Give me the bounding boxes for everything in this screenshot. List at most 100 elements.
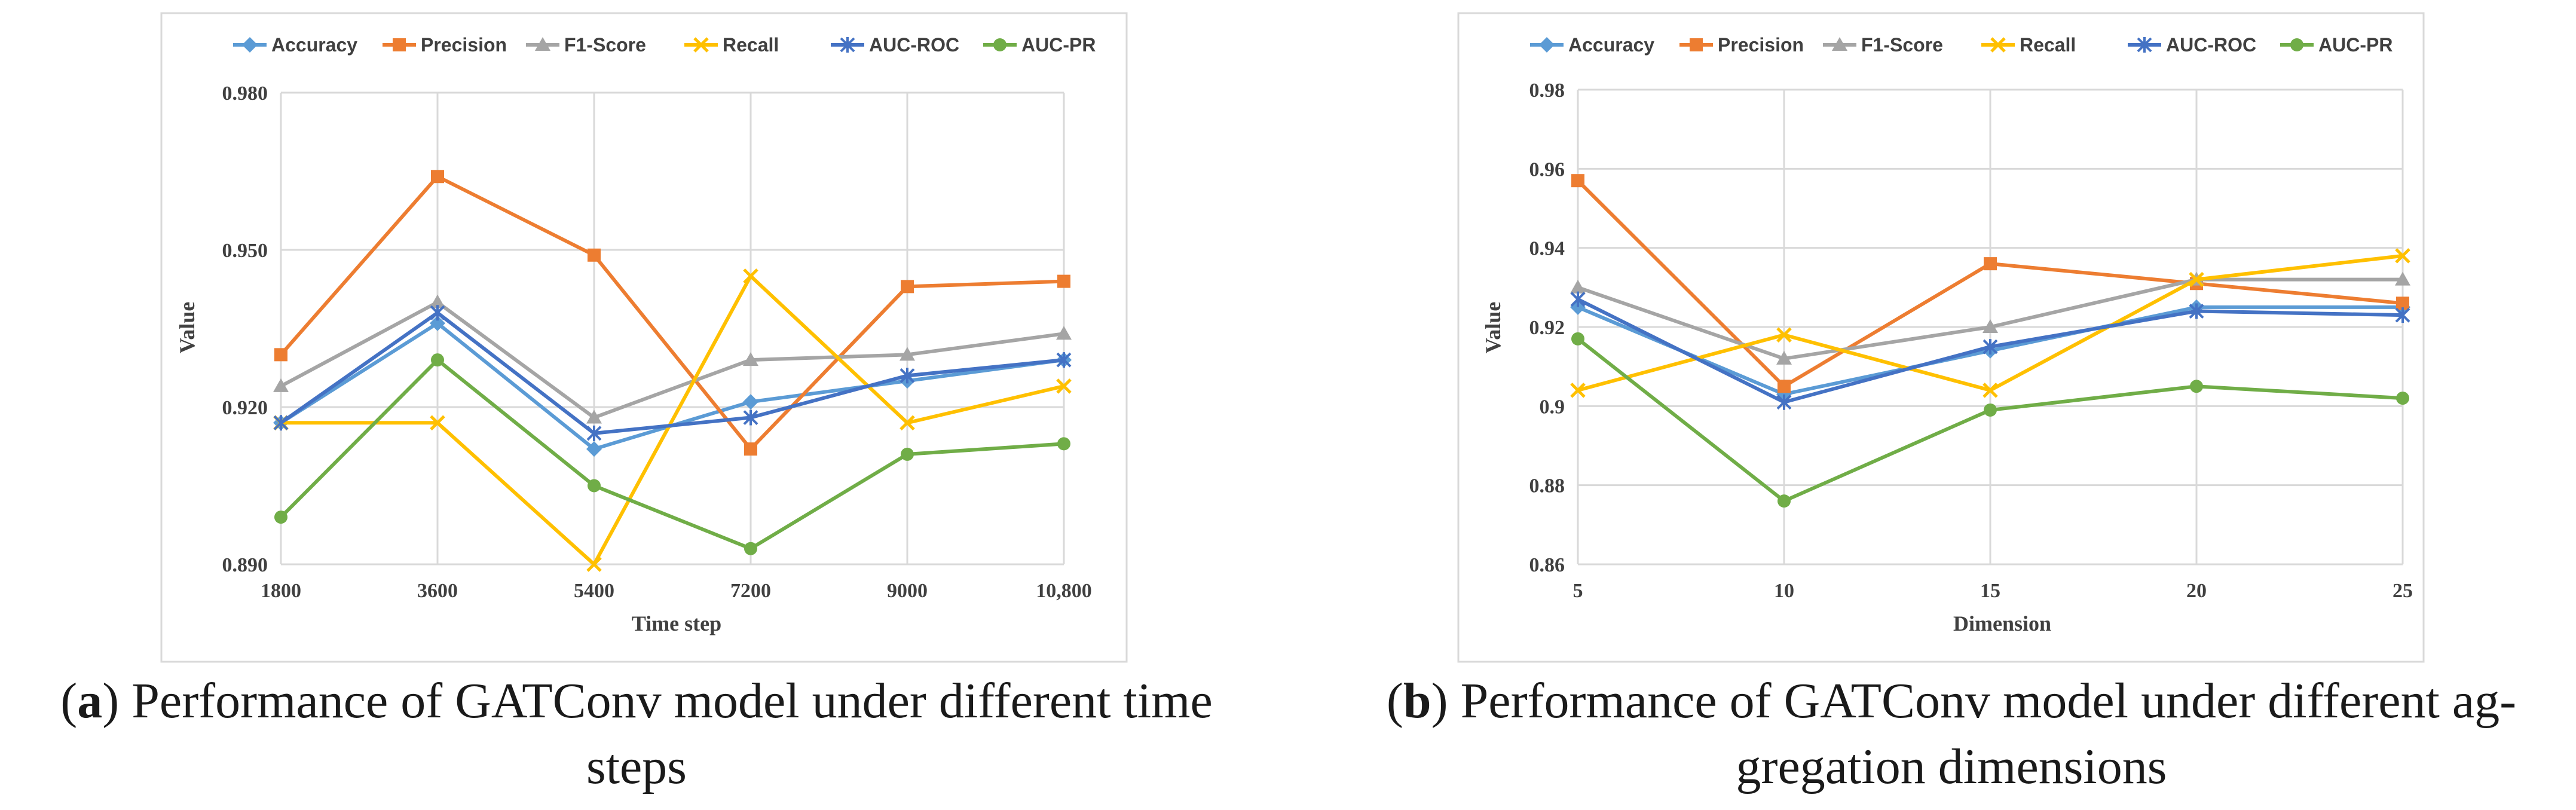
data-point (744, 542, 757, 555)
x-tick-label: 20 (2186, 580, 2207, 602)
series-line (279, 175, 1064, 451)
legend-marker (535, 37, 550, 51)
x-tick-label: 25 (2393, 580, 2413, 602)
series-line (280, 311, 1064, 435)
legend-marker (1990, 37, 2006, 53)
caption-a-line2: steps (586, 739, 687, 794)
legend-marker (693, 37, 709, 53)
legend-marker (840, 37, 855, 53)
data-point (743, 409, 758, 426)
data-point (1983, 319, 1998, 333)
x-tick-label: 5400 (574, 580, 614, 602)
data-point (586, 425, 602, 441)
chart-frame (1457, 12, 2425, 663)
data-point (1570, 279, 1586, 294)
legend-marker (242, 37, 258, 53)
data-point (2395, 271, 2410, 286)
data-point (1776, 350, 1792, 365)
data-point (2396, 297, 2409, 310)
x-tick-label: 9000 (887, 580, 928, 602)
legend-item-f1-score: F1-Score (1823, 34, 1943, 56)
y-tick-label: 0.86 (1529, 554, 1565, 576)
data-point (2190, 380, 2203, 393)
series-f1-score (273, 294, 1072, 424)
legend-item-auc-pr: AUC-PR (983, 34, 1096, 56)
data-point (744, 442, 757, 456)
series-line (279, 358, 1064, 551)
data-point (273, 415, 289, 431)
data-point (901, 447, 914, 461)
caption-a-line1: (a) Performance of GATConv model under d… (60, 673, 1213, 729)
x-axis-title: Time step (632, 612, 721, 635)
chart-panel-b: Value Dimension 0.86 0.88 0.9 0.92 0.94 0.96 0… (1457, 12, 2425, 663)
legend-item-recall: Recall (1981, 34, 2076, 56)
data-point (900, 347, 915, 361)
x-tick-label: 1800 (261, 580, 301, 602)
caption-b-line1: (b) Performance of GATConv model under d… (1387, 673, 2516, 729)
data-point (1776, 327, 1792, 343)
series-line (280, 300, 1064, 420)
series-auc-roc (1570, 291, 2410, 410)
legend-label: Precision (421, 34, 507, 56)
series-auc-roc (273, 305, 1072, 441)
data-point (1057, 437, 1070, 451)
data-point (1570, 383, 1586, 398)
x-tick-label: 3600 (417, 580, 458, 602)
series-recall (1570, 248, 2410, 398)
data-point (1056, 378, 1072, 394)
data-point (743, 268, 758, 284)
y-axis-title: Value (1481, 302, 1505, 354)
data-point (1057, 274, 1070, 288)
x-tick-label: 15 (1980, 580, 2000, 602)
y-axis-title: Value (175, 302, 199, 354)
y-tick-label: 0.92 (1529, 317, 1565, 339)
legend-label: F1-Score (564, 34, 646, 56)
legend-label: Recall (2020, 34, 2076, 56)
y-tick-label: 0.950 (222, 240, 268, 262)
data-point (274, 511, 287, 524)
data-point (1776, 394, 1792, 410)
legend-item-auc-roc: AUC-ROC (831, 34, 959, 56)
data-point (273, 378, 289, 392)
legend-label: AUC-PR (1021, 34, 1096, 56)
data-point (1777, 380, 1791, 393)
legend-label: Accuracy (1568, 34, 1654, 56)
data-point (430, 294, 445, 308)
data-point (1777, 494, 1791, 508)
x-axis-title: Dimension (1953, 612, 2051, 635)
legend-item-precision: Precision (383, 34, 507, 56)
y-tick-label: 0.980 (222, 82, 268, 105)
data-point (2189, 271, 2204, 288)
series-auc-pr (1571, 332, 2409, 508)
legend-marker (1690, 38, 1703, 51)
legend-marker (393, 38, 406, 51)
legend-marker (2137, 37, 2152, 53)
data-point (1570, 291, 1586, 307)
data-point (430, 315, 445, 331)
data-point (588, 479, 601, 493)
y-tick-label: 0.98 (1529, 80, 1565, 102)
data-point (2396, 392, 2409, 405)
legend-item-f1-score: F1-Score (526, 34, 646, 56)
chart-panel-a: Value Time step 0.890 0.920 0.950 0.980 1800… (160, 12, 1128, 663)
data-point (586, 441, 602, 457)
y-tick-label: 0.96 (1529, 158, 1565, 181)
legend-marker (993, 38, 1006, 51)
data-point (901, 280, 914, 294)
x-tick-label: 5 (1573, 580, 1583, 602)
legend-marker (1832, 37, 1847, 51)
data-point (1571, 174, 1584, 188)
legend-item-accuracy: Accuracy (233, 34, 357, 56)
data-point (900, 368, 915, 384)
y-tick-label: 0.9 (1540, 396, 1565, 418)
legend-label: Accuracy (271, 34, 357, 56)
data-point (1056, 326, 1072, 340)
data-point (1983, 339, 1998, 355)
data-point (743, 352, 758, 366)
data-point (743, 394, 758, 410)
series-precision (274, 170, 1070, 456)
data-point (1983, 383, 1998, 398)
legend-label: AUC-ROC (869, 34, 959, 56)
legend-marker (1539, 37, 1555, 53)
